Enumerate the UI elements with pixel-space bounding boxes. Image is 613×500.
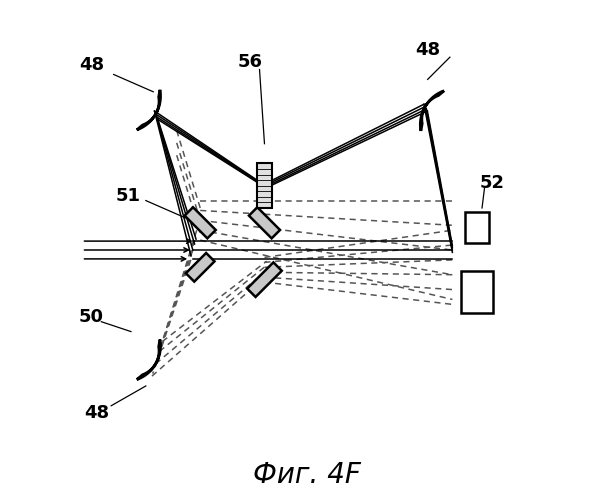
- Text: 50: 50: [79, 308, 104, 326]
- Bar: [465, 212, 489, 243]
- Text: 48: 48: [415, 41, 440, 58]
- Text: 51: 51: [116, 186, 141, 204]
- Text: Фиг. 4F: Фиг. 4F: [253, 461, 360, 489]
- Polygon shape: [137, 90, 161, 130]
- Polygon shape: [185, 207, 216, 238]
- Text: 52: 52: [479, 174, 504, 192]
- Text: 56: 56: [237, 53, 262, 71]
- Polygon shape: [421, 91, 444, 131]
- Text: 48: 48: [79, 56, 104, 74]
- Polygon shape: [257, 164, 272, 208]
- Polygon shape: [186, 253, 215, 282]
- Polygon shape: [249, 207, 280, 238]
- Polygon shape: [247, 262, 282, 297]
- Polygon shape: [137, 340, 161, 380]
- Bar: [461, 271, 493, 313]
- Text: 48: 48: [84, 404, 109, 422]
